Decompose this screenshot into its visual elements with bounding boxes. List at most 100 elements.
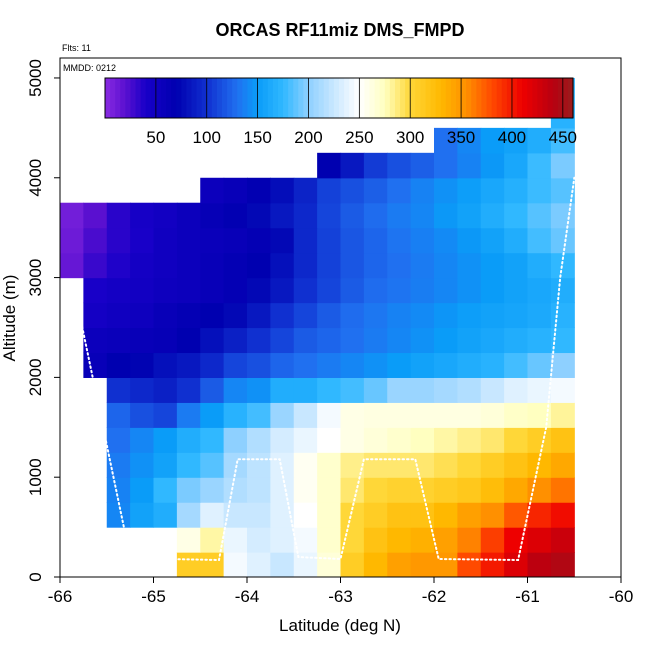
colorbar-swatch bbox=[171, 78, 177, 118]
heatmap-cell bbox=[504, 502, 529, 528]
heatmap-cell bbox=[293, 452, 318, 478]
heatmap-cell bbox=[457, 252, 482, 279]
heatmap-cell bbox=[387, 527, 412, 553]
colorbar-swatch bbox=[359, 78, 366, 118]
colorbar-tick-label: 400 bbox=[498, 128, 526, 147]
colorbar-swatch bbox=[196, 78, 203, 118]
y-tick-label: 0 bbox=[26, 572, 45, 581]
heatmap-cell bbox=[410, 552, 435, 577]
heatmap-cell bbox=[293, 527, 318, 553]
colorbar-swatch bbox=[288, 78, 294, 118]
heatmap-cell bbox=[363, 177, 388, 204]
flights-annotation: Flts: 11 bbox=[62, 43, 91, 53]
colorbar-swatch bbox=[379, 78, 386, 118]
heatmap-cell bbox=[247, 427, 271, 453]
heatmap-cell bbox=[527, 527, 552, 553]
heatmap-cell bbox=[223, 327, 248, 354]
heatmap-cell bbox=[223, 552, 248, 577]
heatmap-cell bbox=[527, 452, 552, 478]
heatmap-cell bbox=[106, 402, 131, 428]
colorbar-swatch bbox=[181, 78, 187, 118]
heatmap-cell bbox=[434, 302, 458, 329]
heatmap-cell bbox=[504, 427, 529, 453]
heatmap-cell bbox=[83, 277, 108, 304]
heatmap-cell bbox=[434, 227, 458, 254]
heatmap-cell bbox=[270, 427, 295, 453]
heatmap-cell bbox=[387, 302, 412, 329]
heatmap-cell bbox=[340, 552, 365, 577]
heatmap-cell bbox=[176, 277, 201, 304]
heatmap-cell bbox=[223, 402, 248, 428]
colorbar-swatch bbox=[400, 78, 406, 118]
heatmap-cell bbox=[270, 527, 295, 553]
heatmap-cell bbox=[457, 377, 482, 403]
colorbar-tick-label: 300 bbox=[396, 128, 424, 147]
heatmap-cell bbox=[387, 227, 412, 254]
heatmap-cell bbox=[340, 352, 365, 378]
heatmap-cell bbox=[270, 302, 295, 329]
colorbar-swatch bbox=[552, 78, 559, 118]
heatmap-cell bbox=[340, 327, 365, 354]
heatmap-cell bbox=[293, 327, 318, 354]
heatmap-cell bbox=[153, 502, 178, 528]
heatmap-cell bbox=[130, 477, 155, 503]
heatmap-cell bbox=[293, 502, 318, 528]
colorbar-swatch bbox=[247, 78, 254, 118]
heatmap-cell bbox=[457, 477, 482, 503]
heatmap-cell bbox=[247, 252, 271, 279]
heatmap-cell bbox=[480, 452, 505, 478]
colorbar-swatch bbox=[211, 78, 218, 118]
colorbar-swatch bbox=[110, 78, 116, 118]
heatmap-cell bbox=[527, 252, 552, 279]
heatmap-cell bbox=[457, 202, 482, 229]
heatmap-cell bbox=[457, 277, 482, 304]
heatmap-cell bbox=[387, 477, 412, 503]
heatmap-cell bbox=[387, 202, 412, 229]
colorbar-swatch bbox=[344, 78, 350, 118]
heatmap-cell bbox=[363, 427, 388, 453]
heatmap-cell bbox=[504, 277, 529, 304]
heatmap-cell bbox=[176, 327, 201, 354]
colorbar-swatch bbox=[105, 78, 111, 118]
heatmap-cell bbox=[317, 352, 342, 378]
heatmap-cell bbox=[363, 402, 388, 428]
heatmap-cell bbox=[363, 377, 388, 403]
heatmap-cell bbox=[363, 277, 388, 304]
heatmap-cell bbox=[106, 477, 131, 503]
colorbar-tick-label: 250 bbox=[345, 128, 373, 147]
colorbar-swatch bbox=[308, 78, 315, 118]
heatmap-cell bbox=[340, 252, 365, 279]
colorbar-tick-label: 50 bbox=[146, 128, 165, 147]
heatmap-cell bbox=[83, 227, 108, 254]
heatmap-cell bbox=[153, 477, 178, 503]
heatmap-cell bbox=[504, 202, 529, 229]
heatmap-cell bbox=[457, 452, 482, 478]
colorbar-tick-label: 100 bbox=[193, 128, 221, 147]
heatmap-cell bbox=[200, 252, 225, 279]
heatmap-cell bbox=[200, 377, 225, 403]
heatmap-cell bbox=[317, 152, 342, 179]
colorbar-swatch bbox=[456, 78, 462, 118]
x-tick-label: -66 bbox=[48, 587, 73, 606]
colorbar-swatch bbox=[445, 78, 452, 118]
colorbar-swatch bbox=[435, 78, 442, 118]
heatmap-cell bbox=[223, 352, 248, 378]
heatmap-cell bbox=[527, 327, 552, 354]
colorbar-swatch bbox=[176, 78, 182, 118]
colorbar-swatch bbox=[496, 78, 503, 118]
colorbar-swatch bbox=[186, 78, 193, 118]
colorbar-swatch bbox=[252, 78, 259, 118]
heatmap-cell bbox=[363, 552, 388, 577]
y-axis: 0 1000 2000 3000 4000 5000 bbox=[26, 59, 60, 582]
heatmap-cell bbox=[317, 452, 342, 478]
heatmap-cell bbox=[527, 427, 552, 453]
heatmap-cell bbox=[176, 502, 201, 528]
heatmap-cell bbox=[457, 502, 482, 528]
colorbar-swatch bbox=[318, 78, 325, 118]
heatmap-cell bbox=[457, 527, 482, 553]
heatmap-cell bbox=[504, 377, 529, 403]
heatmap-cell bbox=[247, 527, 271, 553]
heatmap-cell bbox=[247, 227, 271, 254]
heatmap-cell bbox=[363, 327, 388, 354]
heatmap-cell bbox=[247, 277, 271, 304]
